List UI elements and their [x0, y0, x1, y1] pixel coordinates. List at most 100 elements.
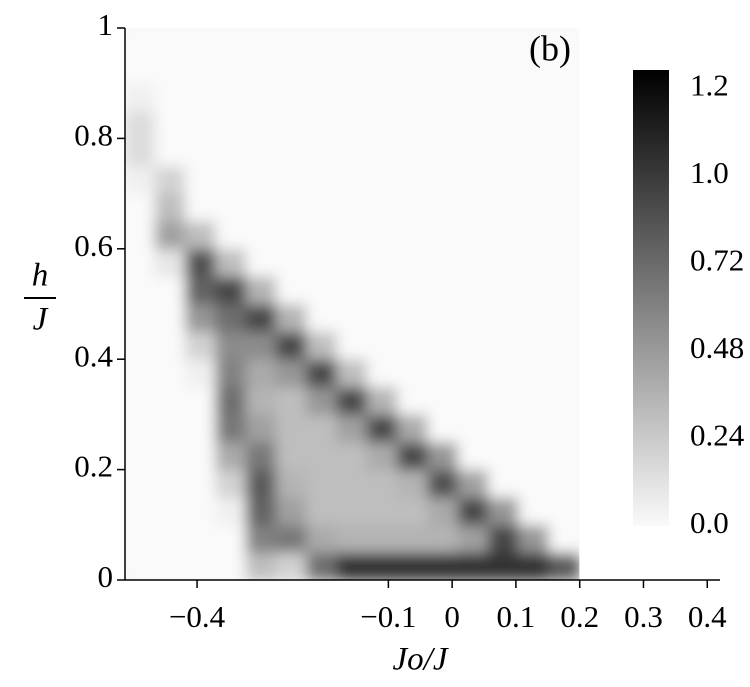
heat-cell [125, 193, 156, 222]
heat-cell [275, 303, 308, 333]
x-tick-label: −0.4 [169, 599, 226, 634]
heat-cell [306, 55, 338, 84]
colorbar [633, 70, 669, 526]
heat-cell [185, 413, 217, 443]
heat-cell [336, 110, 368, 139]
heat-cell [275, 193, 308, 222]
heat-cell [125, 82, 156, 112]
heat-cell [215, 358, 247, 388]
heat-cell [366, 275, 399, 305]
heat-cell [488, 248, 520, 277]
heat-cell [457, 524, 490, 553]
heat-cell [306, 469, 338, 498]
heat-cell [154, 331, 187, 360]
heat-cell [245, 110, 277, 139]
heat-cell [427, 82, 459, 112]
heat-cell [125, 413, 156, 443]
heat-cell [336, 193, 368, 222]
heat-cell [125, 386, 156, 415]
heat-cell [185, 110, 217, 139]
heat-cell [548, 55, 580, 84]
heat-cell [427, 220, 459, 250]
colorbar-tick-label: 0.0 [690, 505, 729, 540]
heat-cell [275, 469, 308, 498]
heat-cell [185, 358, 217, 388]
heat-cell [397, 137, 429, 167]
heat-cell [457, 358, 490, 388]
heat-cell [185, 441, 217, 471]
heat-cell [185, 386, 217, 415]
heat-cell [488, 55, 520, 84]
heat-cell [336, 220, 368, 250]
heat-cell [215, 55, 247, 84]
heat-cell [336, 551, 368, 580]
heat-cell [427, 193, 459, 222]
y-tick-label: 1 [98, 7, 114, 42]
heat-cell [366, 193, 399, 222]
heat-cell [245, 441, 277, 471]
heat-cell [336, 303, 368, 333]
heat-cell [306, 165, 338, 195]
heat-cell [125, 331, 156, 360]
heat-cell [548, 28, 580, 57]
heat-cell [548, 524, 580, 553]
heat-cell [427, 413, 459, 443]
heat-cell [336, 386, 368, 415]
heat-cell [366, 331, 399, 360]
heat-cell [154, 303, 187, 333]
heat-cell [185, 248, 217, 277]
heat-cell [245, 413, 277, 443]
heat-cell [488, 331, 520, 360]
heat-cell [336, 55, 368, 84]
heat-cell [488, 413, 520, 443]
heat-cell [427, 275, 459, 305]
heat-cell [427, 331, 459, 360]
heat-cell [245, 496, 277, 526]
heat-cell [427, 441, 459, 471]
heat-cell [215, 193, 247, 222]
heat-cell [457, 496, 490, 526]
heat-cell [397, 55, 429, 84]
heat-cell [548, 248, 580, 277]
heat-cell [397, 248, 429, 277]
heat-cell [306, 524, 338, 553]
heat-cell [488, 441, 520, 471]
heat-cell [215, 441, 247, 471]
heat-cell [427, 165, 459, 195]
heat-cell [427, 248, 459, 277]
heat-cell [306, 220, 338, 250]
heat-cell [548, 193, 580, 222]
heatmap-area [125, 28, 580, 580]
heat-cell [245, 275, 277, 305]
heat-cell [518, 165, 550, 195]
heat-cell [336, 248, 368, 277]
heat-cell [488, 469, 520, 498]
heat-cell [518, 55, 550, 84]
heat-cell [245, 386, 277, 415]
heat-cell [457, 137, 490, 167]
heat-cell [548, 220, 580, 250]
heat-cell [306, 496, 338, 526]
x-tick-label: 0.3 [624, 599, 663, 634]
heat-cell [245, 55, 277, 84]
heat-cell [397, 220, 429, 250]
heat-cell [185, 55, 217, 84]
heat-cell [185, 28, 217, 57]
heat-cell [275, 28, 308, 57]
heat-cell [366, 137, 399, 167]
heat-cell [488, 220, 520, 250]
heat-cell [518, 28, 550, 57]
heat-cell [125, 275, 156, 305]
heat-cell [154, 193, 187, 222]
heat-cell [215, 303, 247, 333]
x-tick-label: 0.2 [560, 599, 599, 634]
heat-cell [548, 469, 580, 498]
heat-cell [336, 413, 368, 443]
heat-cell [306, 331, 338, 360]
heat-cell [275, 55, 308, 84]
heat-cell [154, 386, 187, 415]
heat-cell [154, 441, 187, 471]
heat-cell [185, 165, 217, 195]
heat-cell [125, 551, 156, 580]
